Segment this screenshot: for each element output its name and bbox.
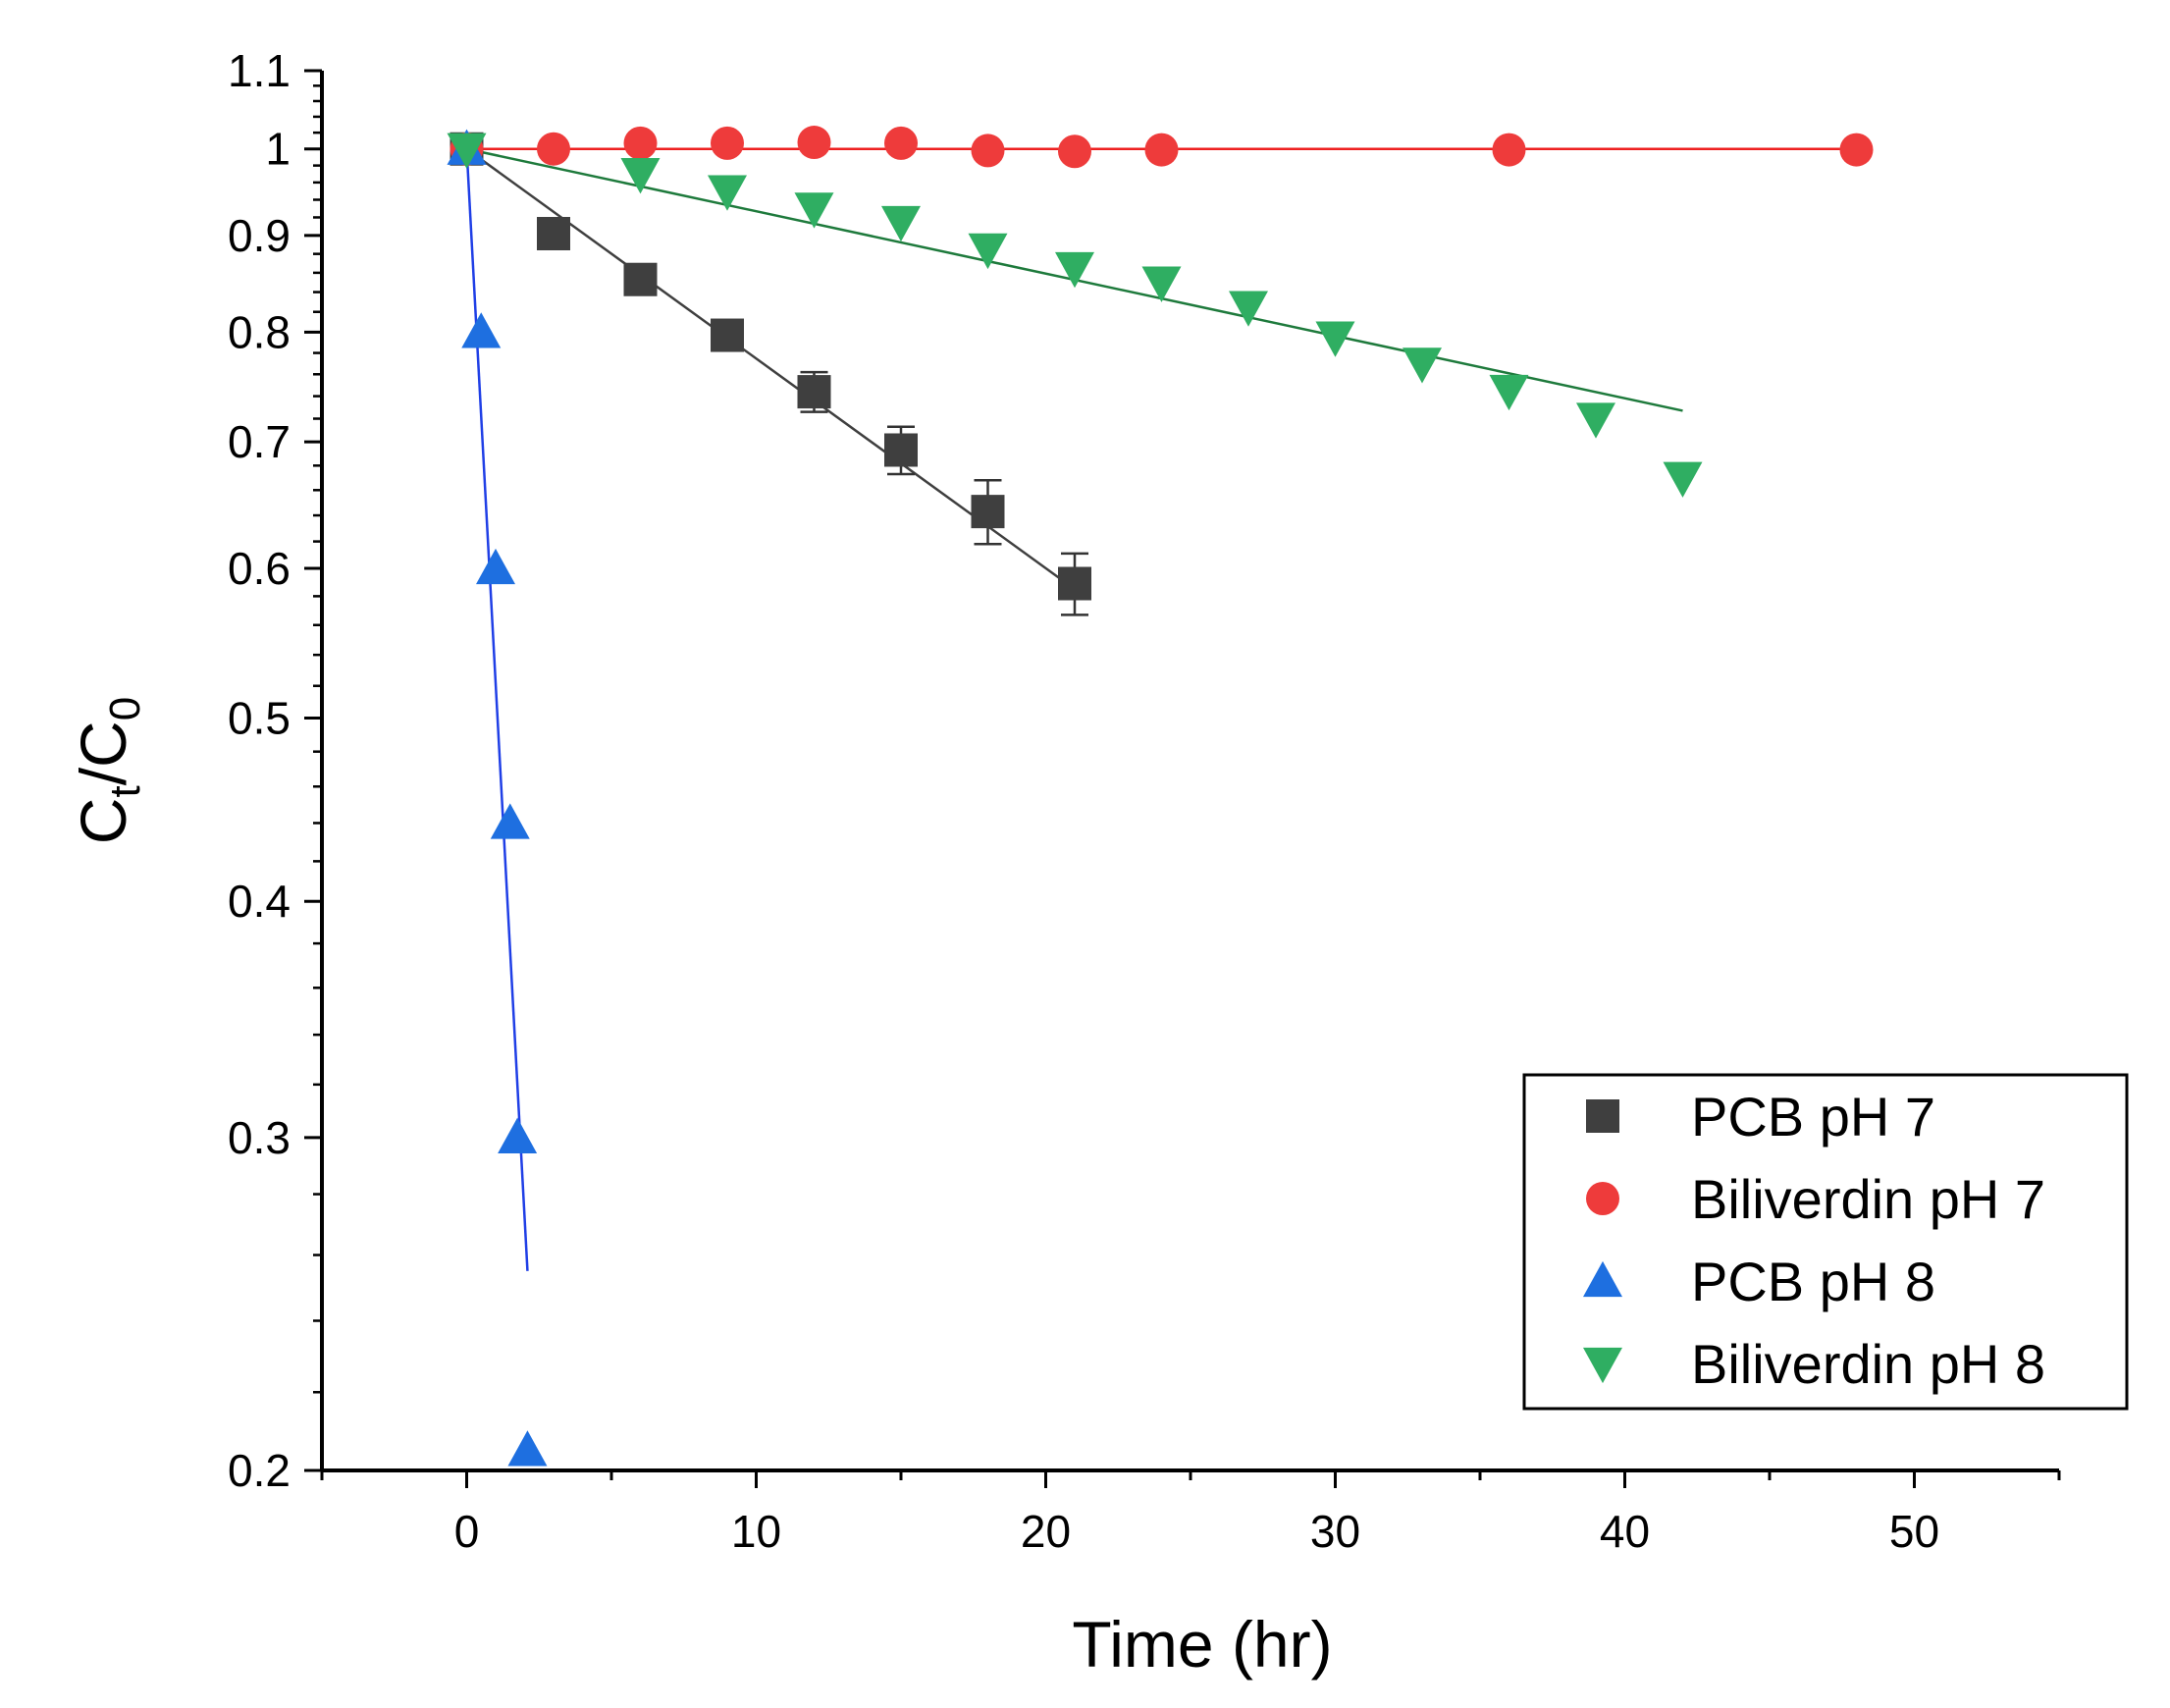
x-tick-label: 20 xyxy=(1021,1506,1071,1557)
error-bars-group xyxy=(540,225,1088,616)
data-point-series-1 xyxy=(1058,566,1091,601)
data-point-series-3 xyxy=(507,1430,548,1467)
legend-marker-1 xyxy=(1586,1099,1619,1133)
y-tick-label: 0.2 xyxy=(228,1445,291,1496)
x-tick-label: 50 xyxy=(1889,1506,1939,1557)
legend-label-3: PCB pH 8 xyxy=(1691,1251,1935,1312)
fit-line-3 xyxy=(465,148,529,1271)
data-point-series-3 xyxy=(461,312,502,348)
data-point-series-2 xyxy=(1839,133,1874,167)
data-point-series-4 xyxy=(1576,402,1615,439)
x-tick-label: 40 xyxy=(1600,1506,1650,1557)
data-point-series-1 xyxy=(971,495,1005,529)
data-point-series-4 xyxy=(1055,251,1094,289)
data-point-series-2 xyxy=(884,126,918,160)
data-point-series-1 xyxy=(623,262,658,296)
y-axis-title: Ct/C0 xyxy=(67,697,149,844)
data-point-series-3 xyxy=(498,1117,538,1153)
data-point-series-2 xyxy=(711,126,744,160)
y-tick-label: 0.6 xyxy=(228,543,291,594)
data-point-series-4 xyxy=(1229,291,1268,327)
data-point-series-4 xyxy=(620,158,661,194)
legend-marker-2 xyxy=(1586,1182,1619,1215)
x-tick-label: 0 xyxy=(454,1506,480,1557)
data-point-series-2 xyxy=(971,133,1005,168)
legend: PCB pH 7 Biliverdin pH 7 PCB pH 8 Biliverdi… xyxy=(1522,1073,2129,1411)
data-point-series-4 xyxy=(968,233,1008,270)
data-point-series-2 xyxy=(1058,134,1091,169)
data-point-series-4 xyxy=(1141,266,1182,302)
y-tick-label: 0.4 xyxy=(228,876,291,927)
data-point-series-1 xyxy=(797,375,831,409)
data-point-series-4 xyxy=(1315,321,1355,357)
y-tick-label: 0.5 xyxy=(228,693,291,744)
data-point-series-3 xyxy=(476,548,515,585)
data-point-series-4 xyxy=(794,192,834,229)
data-point-series-1 xyxy=(884,433,918,467)
y-tick-label: 0.9 xyxy=(228,210,291,261)
data-point-series-2 xyxy=(797,126,831,160)
axes-group: 0 10 20 30 40 50 0.2 0.3 0.4 0.5 0.6 0.7 0.8 0.9 1 1.1 T… xyxy=(67,45,2061,1681)
legend-box xyxy=(1522,1073,2129,1411)
x-tick-label: 30 xyxy=(1310,1506,1360,1557)
data-point-series-1 xyxy=(711,318,744,352)
data-point-series-4 xyxy=(708,175,747,211)
data-point-series-1 xyxy=(537,217,570,251)
data-markers-group xyxy=(447,126,1874,1467)
data-point-series-2 xyxy=(537,132,570,166)
y-tick-label: 0.8 xyxy=(228,306,291,357)
data-point-series-4 xyxy=(1403,347,1442,384)
y-tick-label: 1.1 xyxy=(228,45,291,96)
data-point-series-2 xyxy=(623,126,658,160)
data-point-series-2 xyxy=(1492,133,1526,167)
legend-label-4: Biliverdin pH 8 xyxy=(1691,1333,2045,1395)
y-tick-label: 0.7 xyxy=(228,416,291,467)
legend-marker-3 xyxy=(1583,1260,1622,1298)
data-point-series-4 xyxy=(447,133,487,169)
legend-marker-4 xyxy=(1583,1347,1622,1384)
data-point-series-2 xyxy=(1144,133,1179,167)
data-point-series-4 xyxy=(1489,374,1529,411)
data-point-series-4 xyxy=(1663,461,1703,498)
data-point-series-4 xyxy=(881,205,921,242)
legend-label-1: PCB pH 7 xyxy=(1691,1086,1935,1148)
data-point-series-3 xyxy=(490,803,530,839)
x-tick-label: 10 xyxy=(731,1506,781,1557)
x-axis-title: Time (hr) xyxy=(1072,1608,1332,1681)
legend-label-2: Biliverdin pH 7 xyxy=(1691,1168,2045,1230)
y-tick-label: 0.3 xyxy=(228,1112,291,1163)
y-tick-label: 1 xyxy=(265,124,291,175)
